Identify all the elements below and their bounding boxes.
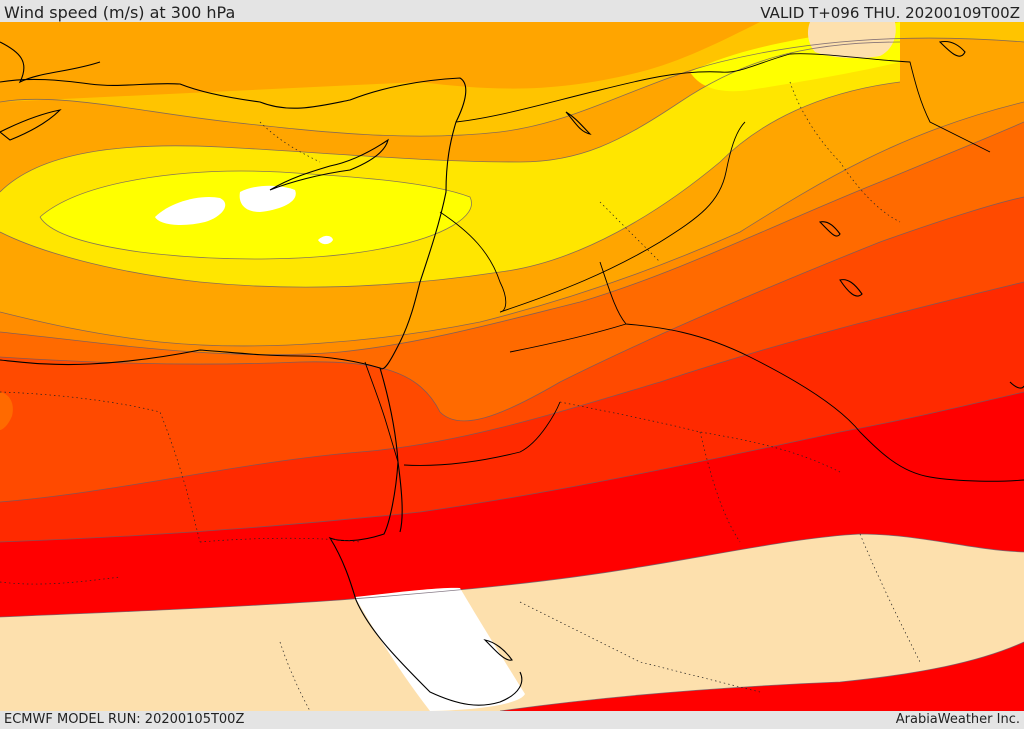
band-bright-yellow	[40, 171, 472, 259]
wind-speed-map	[0, 22, 1024, 711]
header-bar: Wind speed (m/s) at 300 hPa VALID T+096 …	[0, 0, 1024, 22]
white-south	[355, 587, 525, 711]
internal-borders	[0, 81, 921, 711]
coastlines	[0, 40, 1024, 706]
red-southeast-strip	[500, 642, 1024, 711]
white-core-3	[318, 235, 333, 245]
white-core-1	[155, 196, 226, 225]
country-borders	[364, 53, 1024, 482]
valid-time: VALID T+096 THU. 20200109T00Z	[760, 4, 1020, 22]
wheat-south	[0, 534, 1024, 711]
map-title: Wind speed (m/s) at 300 hPa	[4, 3, 236, 22]
model-run: ECMWF MODEL RUN: 20200105T00Z	[4, 712, 245, 727]
wheat-ne	[807, 22, 896, 59]
credit: ArabiaWeather Inc.	[895, 712, 1020, 727]
footer-bar: ECMWF MODEL RUN: 20200105T00Z ArabiaWeat…	[0, 711, 1024, 729]
white-core-2	[239, 185, 296, 212]
patch-orange-west	[0, 392, 13, 430]
